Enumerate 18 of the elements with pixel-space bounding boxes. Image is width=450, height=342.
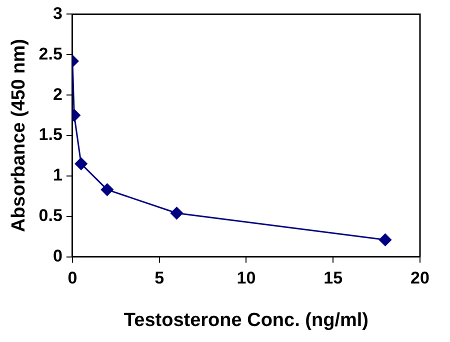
x-tick-label: 5 [154, 268, 164, 288]
point [378, 234, 392, 246]
y-axis-title: Absorbance (450 nm) [8, 38, 30, 232]
y-tick-label: 0 [52, 246, 62, 266]
y-tick-label: 2.5 [38, 44, 62, 64]
y-tick-label: 1.5 [38, 125, 62, 144]
x-tick-label: 15 [324, 268, 343, 288]
y-tick-label: 1 [52, 166, 62, 185]
x-tick-label: 0 [68, 268, 78, 288]
point [100, 183, 114, 196]
x-tick-label: 10 [236, 268, 256, 288]
x-tick-label: 20 [410, 268, 430, 288]
y-tick-label: 3 [52, 4, 62, 23]
point [74, 158, 88, 170]
x-axis-title: Testosterone Conc. (ng/ml) [124, 310, 368, 331]
y-tick-label: 0.5 [38, 206, 62, 226]
y-tick-label: 2 [52, 84, 62, 104]
point [170, 206, 183, 220]
